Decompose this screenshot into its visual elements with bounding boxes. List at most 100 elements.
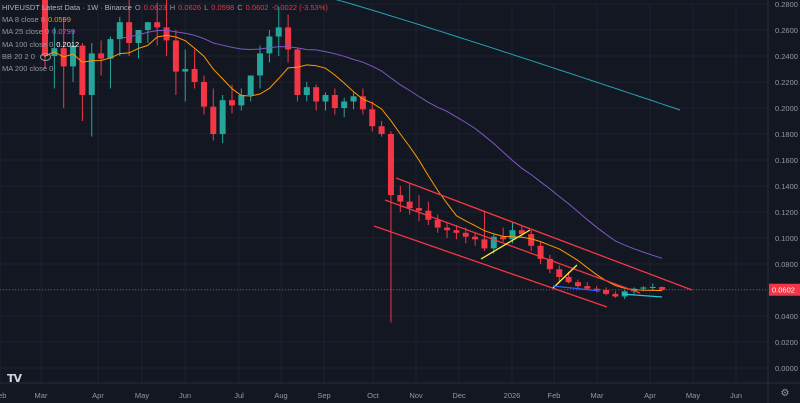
candle-body [444, 227, 451, 231]
price-tick-label: 0.2600 [775, 26, 798, 35]
candle-body [163, 27, 170, 41]
last-price-label: 0.0602 [772, 286, 795, 295]
candle-body [341, 101, 348, 108]
gear-icon[interactable]: ⚙ [780, 388, 790, 399]
indicator-ma100[interactable]: MA 100 close 0 0.2012 [2, 39, 328, 51]
indicator-value: 0.2012 [56, 39, 80, 49]
time-axis-label: Nov [409, 391, 423, 400]
candle-body [172, 40, 179, 72]
candle-body [640, 287, 647, 289]
tradingview-logo[interactable]: TV [7, 372, 22, 385]
indicator-label: MA 200 close 0 [2, 64, 54, 74]
candle-body [537, 245, 544, 259]
candle-body [294, 49, 301, 95]
candle-body [462, 232, 469, 237]
candle-body [42, 0, 48, 57]
candle-body [154, 22, 161, 28]
indicator-value: 0.0799 [52, 27, 76, 37]
time-axis-label: Mar [591, 391, 604, 400]
indicator-ma25[interactable]: MA 25 close 0 0.0799 [2, 26, 328, 38]
candle-body [219, 100, 226, 134]
candle-body [107, 39, 114, 59]
trendline-channel [373, 225, 608, 308]
candle-body [387, 134, 394, 196]
trendline-yellow [552, 264, 578, 289]
time-axis-label: Feb [0, 391, 6, 400]
price-tick-label: 0.1400 [775, 182, 798, 191]
trendline-blue [552, 285, 601, 292]
time-axis-label: Aug [274, 391, 287, 400]
candle-body [350, 96, 357, 102]
candle-body [238, 95, 245, 106]
ohlc-high: 0.0626 [178, 3, 202, 12]
candle-body [649, 287, 656, 289]
candle-body [98, 53, 105, 59]
candle-body [266, 36, 273, 54]
price-tick-label: 0.1800 [775, 130, 798, 139]
candle-body [322, 95, 329, 102]
candle-body [70, 45, 77, 67]
price-tick-label: 0.2400 [775, 52, 798, 61]
time-axis-label: Apr [92, 391, 104, 400]
price-tick-label: 0.2200 [775, 78, 798, 87]
candle-body [126, 22, 133, 43]
candle-body [229, 100, 235, 106]
ma100-line [335, 0, 681, 111]
symbol-title[interactable]: HIVEUSDT Latest Data · 1W · Binance [2, 3, 132, 12]
price-tick-label: 0.0000 [775, 364, 798, 373]
candle-body [546, 258, 553, 270]
indicator-label: MA 8 close 0 [2, 15, 45, 25]
candle-body [313, 87, 320, 102]
trendline-cyan [621, 293, 663, 298]
ma8-line [44, 34, 663, 292]
candle-body [79, 45, 86, 95]
candle-body [275, 27, 282, 37]
time-axis-label: 2026 [504, 391, 521, 400]
time-axis-label: Oct [367, 391, 380, 400]
chart-legend: HIVEUSDT Latest Data · 1W · Binance O 0.0… [2, 2, 328, 75]
ohlc-high-label: H [169, 3, 176, 12]
candle-body [574, 282, 581, 287]
ohlc-low-label: L [204, 3, 209, 12]
candle-body [528, 234, 535, 246]
ohlc-open: 0.0623 [143, 3, 167, 12]
indicator-ma8[interactable]: MA 8 close 0 0.0599 [2, 14, 328, 26]
candle-body [659, 287, 666, 290]
candle-body [397, 195, 404, 202]
time-axis-label: Mar [35, 391, 48, 400]
candle-body [584, 286, 591, 289]
price-tick-label: 0.1200 [775, 208, 798, 217]
candle-body [481, 239, 488, 249]
candle-body [191, 69, 198, 82]
candle-body [303, 87, 310, 95]
indicator-label: MA 100 close 0 [2, 39, 54, 49]
indicator-label: BB 20 2 0 [2, 51, 35, 61]
time-axis-label: May [135, 391, 149, 400]
price-tick-label: 0.0400 [775, 312, 798, 321]
price-tick-label: 0.0800 [775, 260, 798, 269]
ohlc-close: 0.0602 [245, 3, 269, 12]
candle-body [369, 109, 376, 127]
indicator-label: MA 25 close 0 [2, 27, 50, 37]
time-axis-label: Feb [548, 391, 561, 400]
candle-body [182, 69, 189, 72]
indicator-bb[interactable]: BB 20 2 0 [2, 51, 328, 63]
eye-icon[interactable] [39, 52, 51, 61]
candle-body [490, 236, 497, 249]
candle-body [200, 82, 207, 107]
candle-body [247, 75, 254, 95]
indicator-ma200[interactable]: MA 200 close 0 [2, 63, 328, 75]
time-axis-label: Jun [730, 391, 742, 400]
ohlc-open-label: O [134, 3, 141, 12]
candle-body [406, 201, 413, 209]
last-price-badge [769, 283, 800, 296]
candle-body [556, 269, 563, 277]
time-axis-label: May [686, 391, 700, 400]
symbol-row: HIVEUSDT Latest Data · 1W · Binance O 0.0… [2, 2, 328, 14]
candle-body [116, 22, 123, 40]
candle-body [331, 95, 338, 108]
price-tick-label: 0.2800 [775, 0, 798, 9]
candle-body [257, 53, 264, 76]
candle-body [210, 106, 217, 134]
